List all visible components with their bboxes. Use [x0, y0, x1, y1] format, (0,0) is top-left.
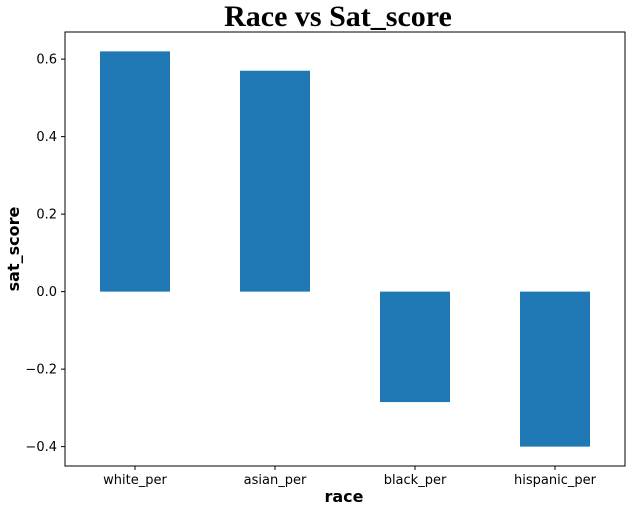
chart-title: Race vs Sat_score [224, 0, 452, 33]
y-tick-label: 0.0 [36, 285, 57, 300]
y-tick-label: −0.2 [25, 363, 57, 378]
x-tick-label: black_per [384, 473, 447, 488]
bar-black_per [380, 291, 450, 403]
x-tick-label: white_per [103, 473, 167, 488]
y-axis-ticks: −0.4 −0.2 0.0 0.2 0.4 0.6 [25, 53, 65, 455]
x-axis-ticks: white_per asian_per black_per hispanic_per [103, 466, 597, 488]
y-tick-label: −0.4 [25, 440, 57, 455]
x-tick-label: asian_per [244, 473, 307, 488]
y-tick-label: 0.2 [36, 208, 57, 223]
y-tick-label: 0.4 [36, 130, 57, 145]
plot-frame [64, 31, 626, 467]
bar-hispanic_per [520, 291, 590, 447]
y-tick-label: 0.6 [36, 53, 57, 68]
x-axis-label: race [324, 487, 363, 506]
bars-group [100, 51, 590, 447]
x-tick-label: hispanic_per [514, 473, 597, 488]
y-axis-label: sat_score [4, 207, 23, 292]
bar-white_per [100, 51, 170, 292]
bar-asian_per [240, 70, 310, 292]
